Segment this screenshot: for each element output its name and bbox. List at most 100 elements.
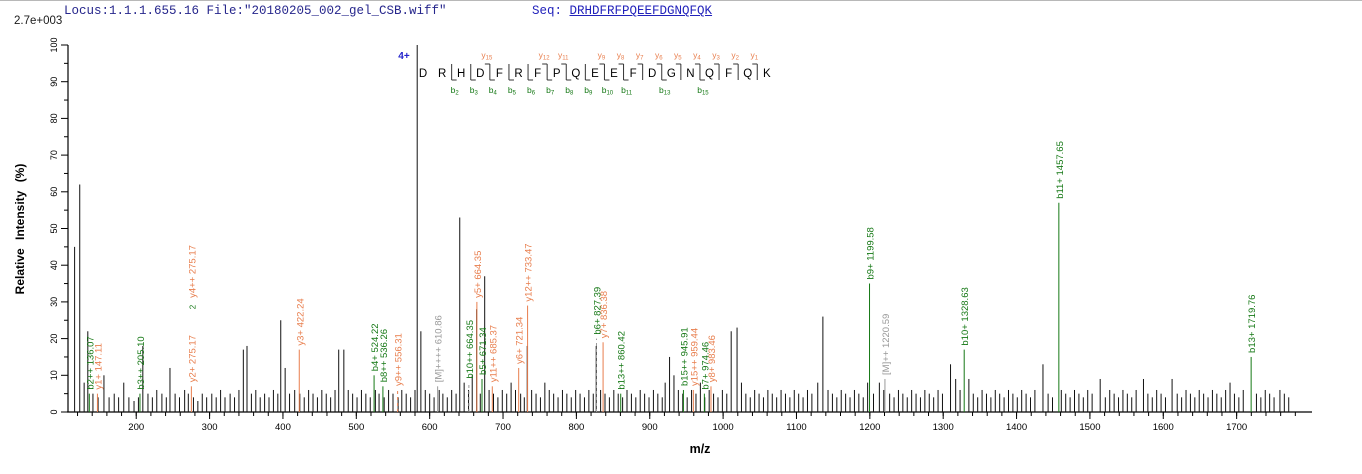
ion-label-b13++: b13++ 860.42 [617,331,628,390]
y-tick-label: 30 [49,297,59,307]
ion-label-y5+: y5+ 664.35 [473,251,484,298]
residue-G-14: G [667,68,676,80]
y-tick-label: 70 [49,150,59,160]
ladder-label-y2: y2 [731,50,739,62]
locus-file-header: Locus:1.1.1.655.16 File:"20180205_002_ge… [64,4,447,18]
ladder-label-b13: b13 [659,85,671,97]
ion-label-y8+: y8+ 983.46 [707,335,718,382]
y-tick-label: 40 [49,260,59,270]
residue-D-4: D [476,68,484,80]
x-tick-label: 200 [128,422,144,433]
residue-F-17: F [725,68,732,80]
y-tick-label: 50 [49,223,59,233]
residue-D-1: D [419,68,427,80]
sequence-header: Seq: DRHDFRFPQEEFDGNQFQK [532,4,712,18]
ladder-label-y1: y1 [750,50,758,62]
ladder-label-b11: b11 [621,85,633,97]
ladder-label-b4: b4 [489,85,498,97]
ion-label-b13+: b13+ 1719.76 [1247,295,1258,353]
residue-F-12: F [630,68,637,80]
ladder-label-b6: b6 [527,85,536,97]
seq-label: Seq: [532,4,570,18]
residue-Q-18: Q [743,68,752,80]
ion-label-b11+: b11+ 1457.65 [1055,141,1066,199]
ion-label-b4+: b4+ 524.22 [370,323,381,371]
x-tick-label: 600 [422,422,438,433]
ion-label-[M]++: [M]++ 1220.59 [881,314,892,375]
y-tick-label: 60 [49,187,59,197]
x-tick-label: 500 [348,422,364,433]
residue-F-7: F [534,68,541,80]
x-tick-label: 300 [202,422,218,433]
seq-value: DRHDFRFPQEEFDGNQFQK [569,4,713,18]
y-tick-label: 90 [49,77,59,87]
ion-label-b9+: b9+ 1199.58 [866,227,877,279]
ion-label-overlap-mark: 2 [188,304,197,309]
ladder-label-y11: y11 [558,50,569,62]
x-tick-label: 400 [275,422,291,433]
ladder-label-b7: b7 [546,85,555,97]
ion-label-b7+: b7+ 974.46 [700,342,711,390]
y-tick-label: 0 [49,409,59,414]
ladder-label-y12: y12 [539,50,551,62]
ladder-label-y3: y3 [712,50,720,62]
precursor-charge-label: 4+ [398,51,410,62]
ion-label-y12++: y12++ 733.47 [524,243,535,301]
ladder-label-b10: b10 [602,85,614,97]
x-tick-label: 1700 [1226,422,1247,433]
x-tick-label: 1100 [786,422,806,433]
ladder-label-y7: y7 [636,50,644,62]
residue-R-6: R [514,68,522,80]
ladder-label-y5: y5 [674,50,682,62]
x-tick-label: 1000 [713,422,734,433]
ladder-label-y8: y8 [617,50,625,62]
ion-label-b6+: b6+ 827.39 [592,287,603,335]
ladder-label-y6: y6 [655,50,663,62]
residue-E-10: E [591,68,599,80]
residue-Q-9: Q [571,68,580,80]
y-tick-label: 20 [49,334,59,344]
ion-label-[M]++++: [M]++++ 610.86 [434,315,445,382]
ion-label-b10++: b10++ 664.35 [465,320,476,379]
x-tick-label: 1300 [933,422,954,433]
ion-label-b2++: b2++ 136.07 [85,336,96,389]
residue-Q-16: Q [705,68,714,80]
y-tick-label: 10 [49,370,59,380]
x-tick-label: 1200 [859,422,880,433]
ion-label-b3++: b3++ 205.10 [136,336,147,389]
ion-label-y6+: y6+ 721.34 [515,317,526,364]
y-axis-title: Relative Intensity (%) [13,164,27,295]
ion-label-y7+: y7+ 836.38 [599,291,610,338]
x-tick-label: 1500 [1079,422,1100,433]
y-tick-label: 80 [49,113,59,123]
residue-N-15: N [686,68,694,80]
x-tick-label: 1400 [1006,422,1027,433]
residue-D-13: D [648,68,656,80]
ladder-label-b3: b3 [470,85,479,97]
residue-E-11: E [610,68,618,80]
ms-peaks [74,45,1290,412]
ladder-label-b5: b5 [508,85,517,97]
ion-label-b15++: b15++ 945.91 [679,327,690,386]
y-tick-label: 100 [49,37,59,52]
ion-label-y4++: y4++ 275.17 [187,245,198,298]
ion-label-y2+: y2+ 275.17 [187,335,198,382]
ladder-label-y9: y9 [598,50,606,62]
ion-label-b8++: b8++ 536.26 [379,329,390,382]
ion-label-b5+: b5+ 671.34 [478,327,489,375]
ladder-label-b15: b15 [697,85,709,97]
ion-label-b10+: b10+ 1328.63 [960,287,971,345]
x-axis-title: m/z [690,442,711,456]
ladder-label-y15: y15 [481,50,493,62]
ion-label-y1+: y1+ 147.11 [93,343,104,390]
ion-label-y3+: y3+ 422.24 [295,298,306,345]
x-tick-label: 1600 [1153,422,1174,433]
x-tick-label: 900 [642,422,658,433]
ion-label-y15++: y15++ 959.44 [689,328,700,386]
ion-label-y9++: y9++ 556.31 [394,333,405,386]
intensity-scale-label: 2.7e+003 [14,15,63,27]
